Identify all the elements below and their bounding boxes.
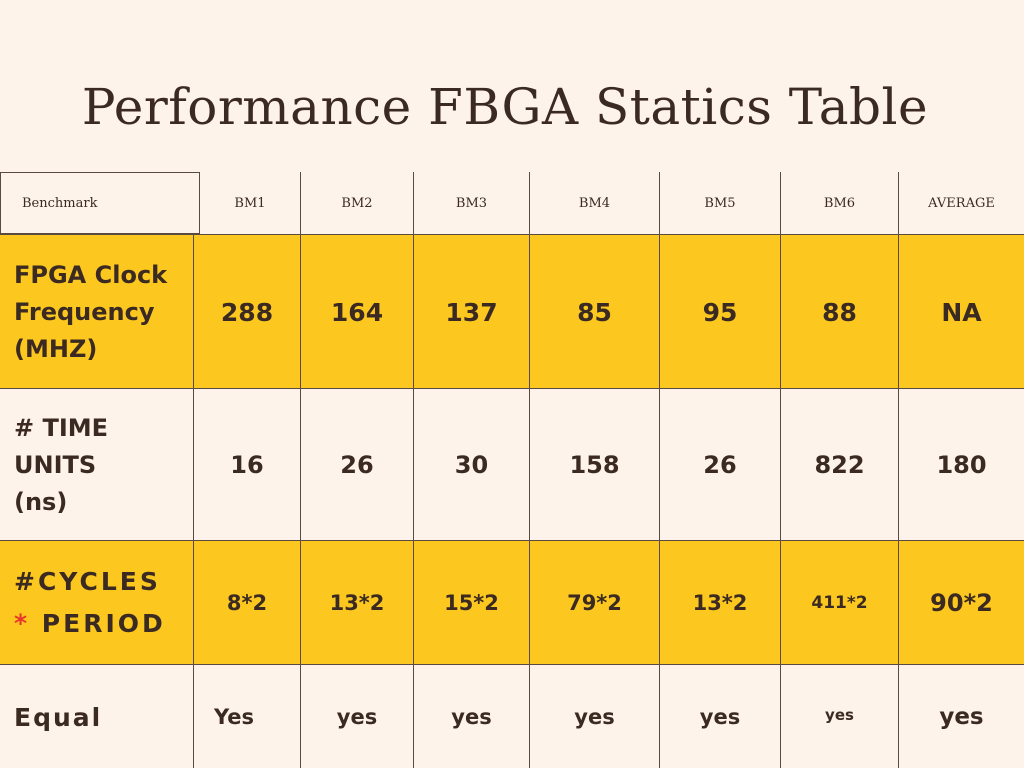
cell-bm2: 164	[300, 235, 413, 389]
cell-bm1: 288	[193, 235, 300, 389]
table-row-time-units: # TIME UNITS (ns) 16 26 30 158 26 822 18…	[0, 388, 1024, 541]
header-average: AVERAGE	[898, 172, 1024, 234]
cell-bm3: yes	[413, 665, 529, 768]
cell-bm6: 88	[780, 235, 898, 389]
cell-average: 180	[898, 389, 1024, 541]
header-bm5: BM5	[659, 172, 780, 234]
asterisk-mark: *	[14, 609, 31, 638]
cell-bm4: yes	[529, 665, 659, 768]
cell-bm6: yes	[780, 665, 898, 768]
header-bm4: BM4	[529, 172, 659, 234]
row-label-equal: Equal	[14, 702, 103, 732]
cell-bm6: 411*2	[780, 541, 898, 665]
cell-bm5: 26	[659, 389, 780, 541]
cell-bm2: 13*2	[300, 541, 413, 665]
cell-bm1: Yes	[193, 665, 300, 768]
cell-bm5: 95	[659, 235, 780, 389]
row-label-line: (ns)	[14, 487, 68, 516]
table-row-clock-frequency: FPGA Clock Frequency (MHZ) 288 164 137 8…	[0, 234, 1024, 389]
cell-bm1: 16	[193, 389, 300, 541]
row-label-line: #CYCLES	[14, 567, 161, 596]
header-bm2: BM2	[300, 172, 413, 234]
row-label-cycles-period: #CYCLES * PERIOD	[0, 541, 193, 665]
cell-average: yes	[898, 665, 1024, 768]
cell-bm3: 30	[413, 389, 529, 541]
cell-bm4: 79*2	[529, 541, 659, 665]
row-label-line: # TIME UNITS	[14, 413, 109, 479]
cell-bm5: yes	[659, 665, 780, 768]
row-label-line-2: * PERIOD	[14, 603, 166, 645]
row-label-line: FPGA Clock	[14, 260, 168, 289]
table-row-equal: Equal Yes yes yes yes yes yes yes	[0, 664, 1024, 768]
cell-bm3: 137	[413, 235, 529, 389]
row-label-line: Frequency	[14, 297, 155, 326]
cell-bm1: 8*2	[193, 541, 300, 665]
table-row-cycles-period: #CYCLES * PERIOD 8*2 13*2 15*2 79*2 13*2…	[0, 540, 1024, 665]
cell-bm4: 85	[529, 235, 659, 389]
cell-bm6: 822	[780, 389, 898, 541]
cell-bm2: yes	[300, 665, 413, 768]
cell-bm2: 26	[300, 389, 413, 541]
header-benchmark: Benchmark	[0, 172, 200, 234]
page-title: Performance FBGA Statics Table	[81, 78, 929, 136]
header-bm1: BM1	[234, 195, 266, 211]
row-label-clock-frequency: FPGA Clock Frequency (MHZ)	[0, 235, 193, 389]
cell-bm5: 13*2	[659, 541, 780, 665]
cell-bm3: 15*2	[413, 541, 529, 665]
cell-bm4: 158	[529, 389, 659, 541]
header-bm6: BM6	[780, 172, 898, 234]
cell-average: 90*2	[898, 541, 1024, 665]
row-label-line: PERIOD	[41, 609, 166, 638]
performance-table: Benchmark BM1 BM2 BM3 BM4 BM5 BM6 AVERAG…	[0, 172, 1024, 768]
row-label-time-units: # TIME UNITS (ns)	[0, 389, 193, 541]
cell-average: NA	[898, 235, 1024, 389]
header-bm3: BM3	[413, 172, 529, 234]
table-header-row: Benchmark BM1 BM2 BM3 BM4 BM5 BM6 AVERAG…	[0, 172, 1024, 234]
row-label-line: (MHZ)	[14, 334, 98, 363]
